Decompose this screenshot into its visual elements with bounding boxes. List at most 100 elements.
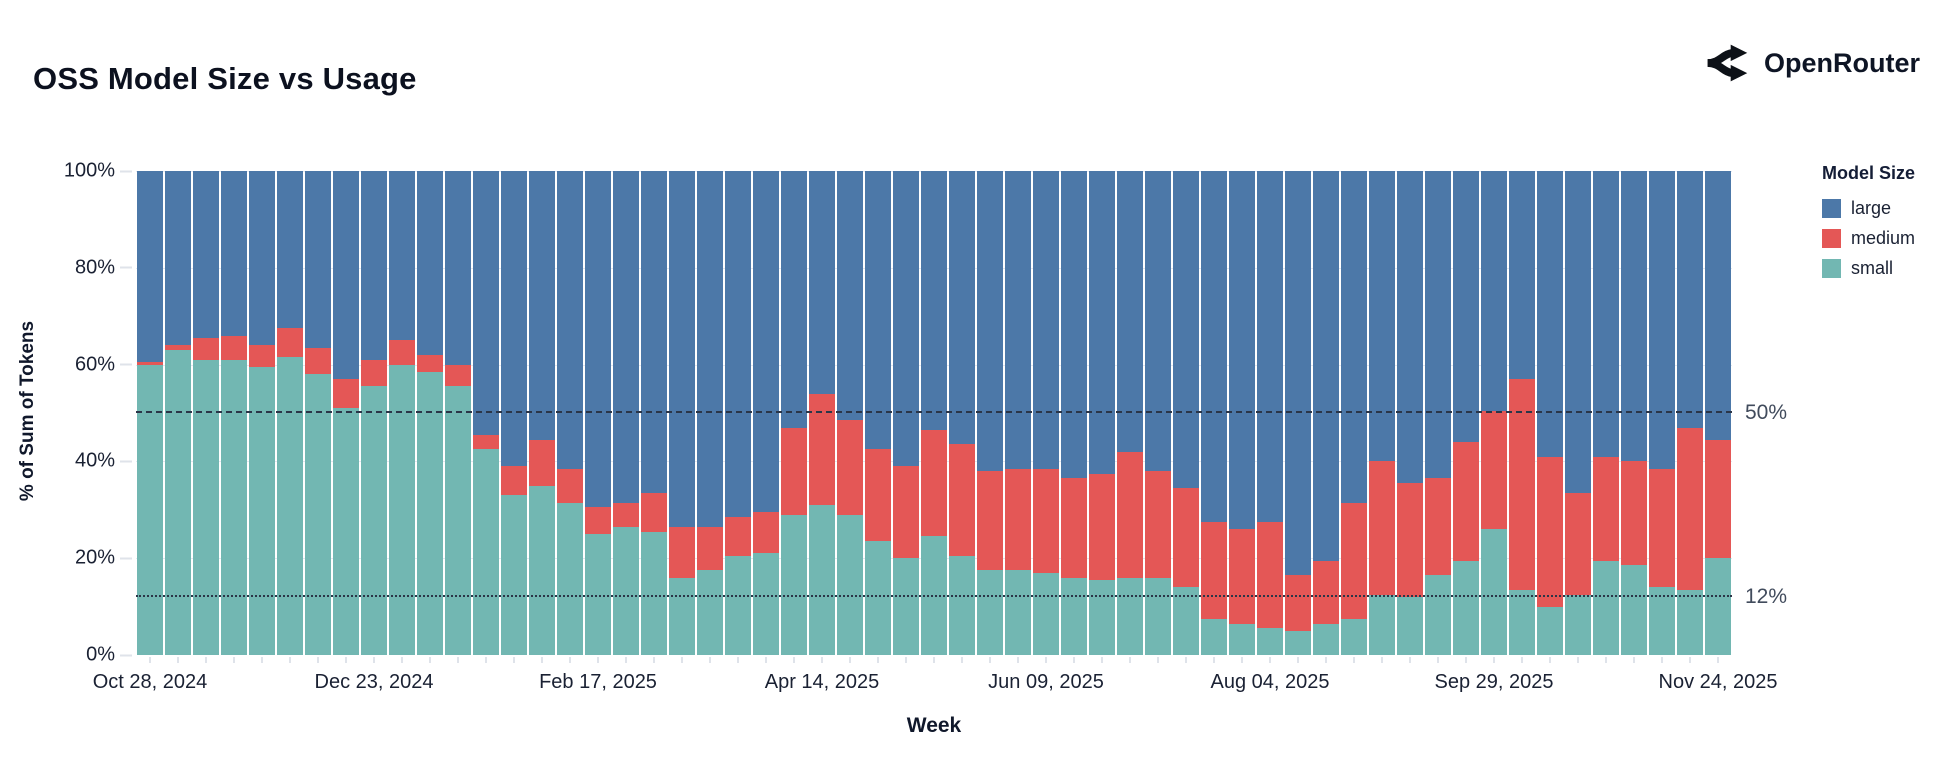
legend-title: Model Size <box>1822 163 1916 183</box>
bar-segment-small <box>753 553 779 655</box>
x-tick-mark <box>401 657 403 663</box>
x-tick-mark <box>429 657 431 663</box>
bar-segment-medium <box>1257 521 1283 629</box>
bar-segment-medium <box>221 335 247 360</box>
openrouter-icon <box>1707 44 1748 82</box>
x-tick-mark <box>457 657 459 663</box>
bar-segment-small <box>1117 577 1143 655</box>
x-tick-mark <box>793 657 795 663</box>
bar-segment-medium <box>473 434 499 450</box>
legend-item-small: small <box>1822 258 1952 279</box>
bar-segment-small <box>1453 560 1479 655</box>
bar-segment-small <box>893 558 919 655</box>
bar-segment-large <box>977 171 1003 472</box>
bar-segment-small <box>389 364 415 655</box>
bar-segment-large <box>1089 171 1115 474</box>
legend-item-label: small <box>1851 258 1894 278</box>
bar-segment-medium <box>249 345 275 368</box>
bar-segment-large <box>1593 171 1619 457</box>
bar-segment-small <box>277 357 303 655</box>
x-tick-mark <box>317 657 319 663</box>
bar-segment-small <box>137 364 163 655</box>
reference-line-label: 12% <box>1745 584 1788 608</box>
x-tick-label: Dec 23, 2024 <box>314 671 434 693</box>
bar-column <box>221 171 247 655</box>
bar-segment-small <box>1145 577 1171 655</box>
bar-column <box>1369 171 1395 655</box>
legend-item-label: medium <box>1851 228 1916 248</box>
x-tick-label: Feb 17, 2025 <box>539 671 657 693</box>
bar-segment-medium <box>893 466 919 559</box>
x-tick-mark <box>149 657 151 663</box>
bar-segment-large <box>921 171 947 430</box>
legend-swatch-small <box>1822 259 1841 278</box>
bar-segment-large <box>389 171 415 341</box>
y-tick: 80% <box>75 256 134 279</box>
x-axis: Oct 28, 2024 Dec 23, 2024 Feb 17, 2025 Apr … <box>93 655 1777 705</box>
y-tick-mark <box>120 557 132 560</box>
bar-segment-small <box>1593 560 1619 655</box>
y-tick-label: 100% <box>63 159 115 182</box>
x-tick-label: Jun 09, 2025 <box>988 671 1104 693</box>
bar-segment-large <box>305 171 331 348</box>
x-tick-mark <box>877 657 879 663</box>
x-tick-mark <box>989 657 991 663</box>
x-tick-mark <box>933 657 935 663</box>
x-tick-mark <box>1213 657 1215 663</box>
bar-column <box>949 171 975 655</box>
bar-segment-small <box>641 531 667 655</box>
bar-segment-medium <box>585 507 611 534</box>
x-tick-mark <box>1493 657 1495 663</box>
bar-segment-small <box>1677 589 1703 655</box>
bar-segment-small <box>1705 558 1731 655</box>
bar-column <box>781 171 807 655</box>
bar-segment-large <box>1649 171 1675 469</box>
y-tick: 100% <box>64 160 134 183</box>
bar-segment-large <box>277 171 303 329</box>
bar-segment-large <box>1229 171 1255 530</box>
bar-column <box>1201 171 1227 655</box>
bar-segment-large <box>837 171 863 421</box>
bar-segment-medium <box>753 512 779 554</box>
x-tick-mark <box>1129 657 1131 663</box>
bar-segment-medium <box>193 338 219 360</box>
bar-segment-small <box>1033 572 1059 655</box>
bar-segment-medium <box>277 328 303 358</box>
bar-segment-medium <box>1033 468 1059 573</box>
bar-segment-small <box>1397 596 1423 655</box>
bar-segment-medium <box>949 444 975 556</box>
y-tick-label: 20% <box>74 546 115 569</box>
x-tick-mark <box>513 657 515 663</box>
bar-segment-large <box>585 171 611 508</box>
bar-segment-large <box>1201 171 1227 522</box>
x-tick-label: Oct 28, 2024 <box>92 671 208 693</box>
x-tick-mark <box>1325 657 1327 663</box>
bar-column <box>1145 171 1171 655</box>
bar-column <box>613 171 639 655</box>
bar-segment-medium <box>1593 456 1619 561</box>
bar-segment-medium <box>921 429 947 537</box>
bar-segment-small <box>865 541 891 655</box>
y-tick: 20% <box>75 547 134 570</box>
x-tick-mark <box>1381 657 1383 663</box>
bar-column <box>1061 171 1087 655</box>
x-tick-mark <box>1409 657 1411 663</box>
bar-segment-medium <box>1453 442 1479 561</box>
bar-segment-large <box>1537 171 1563 457</box>
bar-segment-small <box>949 555 975 655</box>
bar-segment-small <box>333 408 359 655</box>
bar-segment-large <box>893 171 919 467</box>
bar-segment-small <box>1005 570 1031 655</box>
x-tick-mark <box>1717 657 1719 663</box>
bar-segment-medium <box>1397 483 1423 597</box>
y-tick: 0% <box>86 644 134 667</box>
bar-segment-small <box>585 534 611 655</box>
x-tick-mark <box>905 657 907 663</box>
bar-column <box>753 171 779 655</box>
bar-segment-large <box>865 171 891 450</box>
bar-segment-medium <box>1005 468 1031 571</box>
y-tick-mark <box>120 266 132 269</box>
bar-segment-large <box>1453 171 1479 443</box>
x-tick-mark <box>681 657 683 663</box>
bar-column <box>1173 171 1199 655</box>
